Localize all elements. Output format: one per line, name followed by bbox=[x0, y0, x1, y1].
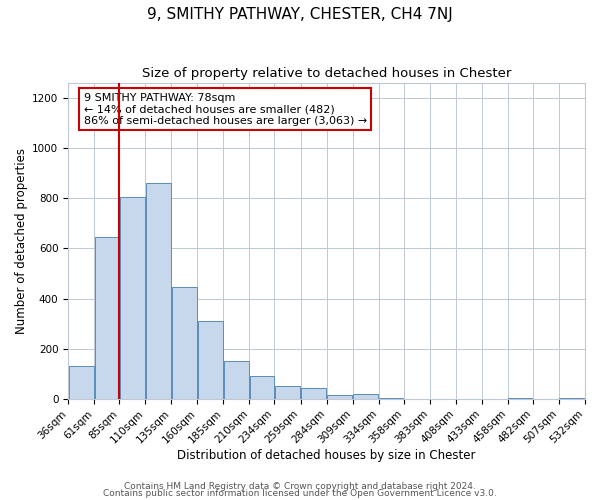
Y-axis label: Number of detached properties: Number of detached properties bbox=[15, 148, 28, 334]
Bar bbox=[275, 386, 300, 399]
Bar bbox=[379, 398, 403, 399]
Bar bbox=[119, 197, 145, 399]
Bar bbox=[68, 366, 94, 399]
Bar bbox=[508, 398, 532, 399]
Text: Contains HM Land Registry data © Crown copyright and database right 2024.: Contains HM Land Registry data © Crown c… bbox=[124, 482, 476, 491]
Text: 9, SMITHY PATHWAY, CHESTER, CH4 7NJ: 9, SMITHY PATHWAY, CHESTER, CH4 7NJ bbox=[147, 8, 453, 22]
Text: 9 SMITHY PATHWAY: 78sqm
← 14% of detached houses are smaller (482)
86% of semi-d: 9 SMITHY PATHWAY: 78sqm ← 14% of detache… bbox=[83, 92, 367, 126]
Bar bbox=[224, 361, 249, 399]
Bar bbox=[353, 394, 378, 399]
Title: Size of property relative to detached houses in Chester: Size of property relative to detached ho… bbox=[142, 68, 511, 80]
Bar bbox=[327, 395, 352, 399]
Text: Contains public sector information licensed under the Open Government Licence v3: Contains public sector information licen… bbox=[103, 490, 497, 498]
Bar bbox=[250, 376, 274, 399]
X-axis label: Distribution of detached houses by size in Chester: Distribution of detached houses by size … bbox=[178, 450, 476, 462]
Bar bbox=[172, 288, 197, 399]
Bar bbox=[146, 184, 171, 399]
Bar bbox=[198, 321, 223, 399]
Bar bbox=[559, 398, 584, 399]
Bar bbox=[95, 237, 119, 399]
Bar bbox=[301, 388, 326, 399]
